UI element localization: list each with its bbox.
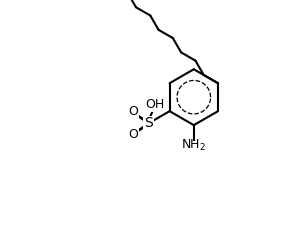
Text: OH: OH: [145, 98, 164, 111]
Text: NH$_2$: NH$_2$: [181, 138, 206, 153]
Text: S: S: [144, 116, 153, 130]
Text: O: O: [128, 105, 138, 118]
Text: O: O: [128, 129, 138, 141]
